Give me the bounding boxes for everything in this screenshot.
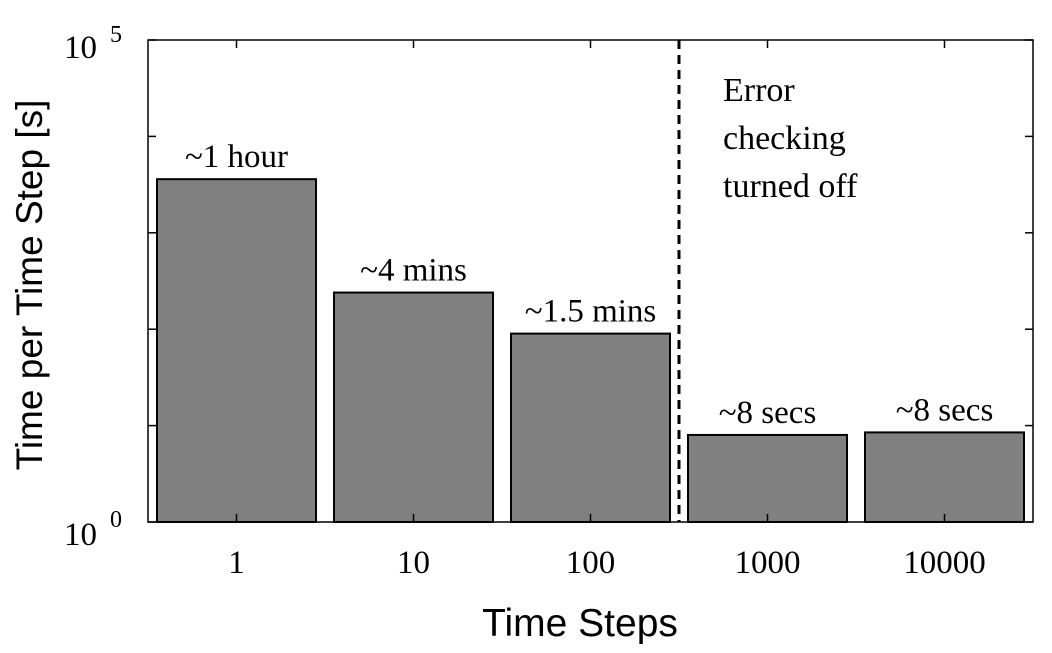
annotation-line-3: turned off: [723, 168, 858, 205]
bar-10000: [864, 431, 1025, 524]
y-axis-label: Time per Time Step [s]: [9, 100, 50, 471]
y-tick-bottom-exp: 0: [110, 507, 122, 533]
data-label-10: ~4 mins: [360, 253, 467, 289]
x-tick-label-10000: 10000: [903, 545, 986, 581]
x-tick-label-10: 10: [397, 545, 430, 581]
bar-10: [333, 291, 494, 523]
x-axis-label: Time Steps: [482, 602, 678, 645]
annotation-line-1: Error: [723, 72, 795, 109]
y-tick-label-bottom: 10 0: [64, 507, 122, 553]
x-tick-label-100: 100: [566, 545, 616, 581]
bar-1000: [687, 433, 848, 524]
ticks-group: [148, 39, 1033, 523]
data-label-1000: ~8 secs: [719, 395, 817, 431]
data-labels: ~1 hour ~4 mins ~1.5 mins ~8 secs ~8 secs: [185, 139, 993, 431]
data-label-10000: ~8 secs: [896, 392, 994, 428]
y-tick-top-exp: 5: [110, 22, 122, 48]
data-label-100: ~1.5 mins: [525, 294, 657, 330]
bar-1: [156, 178, 317, 524]
data-label-1: ~1 hour: [185, 139, 288, 175]
annotation: Error checking turned off: [723, 72, 858, 205]
bar-100: [510, 332, 671, 523]
bars-group: [156, 178, 1025, 524]
x-tick-label-1: 1: [228, 545, 245, 581]
x-tick-label-1000: 1000: [735, 545, 801, 581]
x-tick-labels: 1 10 100 1000 10000: [228, 545, 986, 581]
y-tick-top-base: 10: [64, 30, 97, 66]
annotation-line-2: checking: [723, 120, 846, 157]
y-tick-label-top: 10 5: [64, 22, 122, 66]
y-tick-bottom-base: 10: [64, 517, 97, 553]
